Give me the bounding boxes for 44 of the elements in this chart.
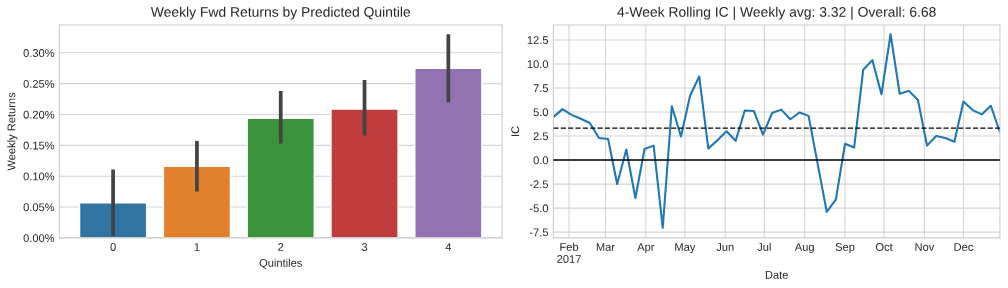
y-tick-label: 0.15% <box>23 141 55 150</box>
x-tick-label: Aug <box>794 243 814 254</box>
line-series <box>553 33 1000 229</box>
y-tick-label: 0.0 <box>533 156 549 165</box>
x-tick-label: Jul <box>757 242 771 251</box>
x-axis-title: Date <box>765 271 788 279</box>
bar <box>78 202 148 238</box>
y-tick-label: 0.30% <box>23 49 55 57</box>
x-tick-label: Sep <box>835 243 855 254</box>
x-tick-label: Apr <box>637 243 655 254</box>
x-axis-title: Quintiles <box>259 258 302 269</box>
y-tick-label: 0.05% <box>23 203 55 212</box>
x-tick-label: Dec <box>954 243 974 251</box>
x-tick-label: 3 <box>361 243 368 251</box>
y-tick-label: 0.25% <box>23 79 55 88</box>
bar <box>246 117 315 238</box>
x-tick-label: Oct <box>875 243 893 251</box>
y-tick-label: 0.00% <box>23 234 55 243</box>
y-tick-label: 5.0 <box>533 108 549 117</box>
y-tick-label: -7.5 <box>529 228 549 237</box>
x-tick-label: 2 <box>278 243 284 251</box>
bar <box>162 165 232 238</box>
x-tick-label: May <box>675 243 696 254</box>
x-tick-label: Jun <box>716 243 734 251</box>
y-tick-label: 12.5 <box>527 36 549 45</box>
x-tick-label: Feb 2017 <box>557 242 581 263</box>
x-tick-label: Mar <box>596 243 615 251</box>
y-tick-label: 2.5 <box>533 132 549 141</box>
y-tick-label: 0.20% <box>23 110 55 119</box>
x-tick-label: 1 <box>194 243 200 251</box>
y-axis-title: Weekly Returns <box>7 92 18 171</box>
bar <box>414 67 483 238</box>
chart-title: 4-Week Rolling IC | Weekly avg: 3.32 | Overall: 6.68 <box>617 6 936 20</box>
y-tick-label: -2.5 <box>529 180 549 189</box>
x-tick-label: 0 <box>110 243 116 251</box>
x-tick-label: Nov <box>915 243 935 251</box>
x-tick-label: 4 <box>445 243 452 251</box>
y-tick-label: 10.0 <box>527 60 549 69</box>
y-tick-label: 0.10% <box>23 172 55 181</box>
y-tick-label: 7.5 <box>533 84 549 93</box>
chart-title: Weekly Fwd Returns by Predicted Quintile <box>150 6 411 20</box>
y-axis-title: IC <box>511 126 520 136</box>
bar <box>330 108 399 238</box>
y-tick-label: -5.0 <box>529 204 549 213</box>
